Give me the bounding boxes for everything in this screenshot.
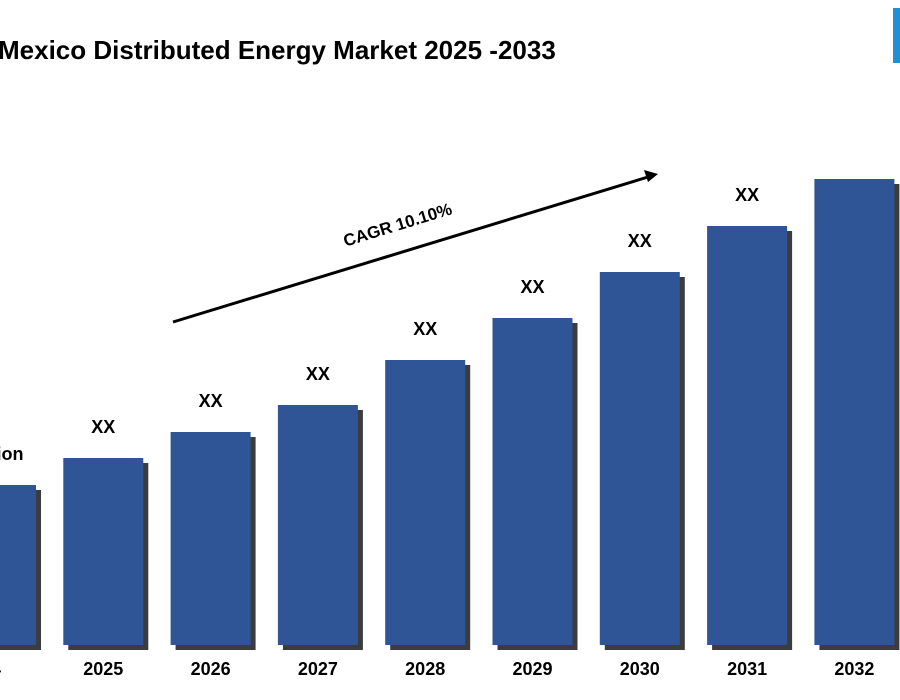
x-tick-label: 2026: [191, 659, 231, 679]
bar-label: XX: [306, 364, 330, 384]
x-tick-label: 2032: [834, 659, 874, 679]
bar: [814, 179, 895, 645]
bar: [63, 458, 144, 645]
bar: [385, 360, 466, 645]
x-tick-label: 2031: [727, 659, 767, 679]
bar: [0, 485, 36, 645]
bar-label: XX: [91, 417, 115, 437]
x-tick-label: 2028: [405, 659, 445, 679]
chart-title: Mexico Distributed Energy Market 2025 -2…: [0, 35, 556, 65]
bar-label: Billion: [0, 444, 24, 464]
logo: [893, 8, 900, 63]
x-tick-label: 2027: [298, 659, 338, 679]
bar: [599, 272, 680, 645]
bar: [277, 405, 358, 645]
bar: [492, 318, 573, 645]
bar-label: XX: [520, 277, 544, 297]
bar-label: XX: [628, 231, 652, 251]
bar-label: XX: [735, 185, 759, 205]
x-tick-label: 4: [0, 659, 1, 679]
bar: [170, 432, 251, 645]
x-tick-label: 2030: [620, 659, 660, 679]
bar-label: XX: [199, 391, 223, 411]
cagr-arrow: [172, 175, 649, 324]
x-tick-label: 2025: [83, 659, 123, 679]
bar-label: XX: [413, 319, 437, 339]
x-tick-label: 2029: [512, 659, 552, 679]
bar: [707, 226, 788, 645]
cagr-arrow-head: [644, 170, 658, 182]
